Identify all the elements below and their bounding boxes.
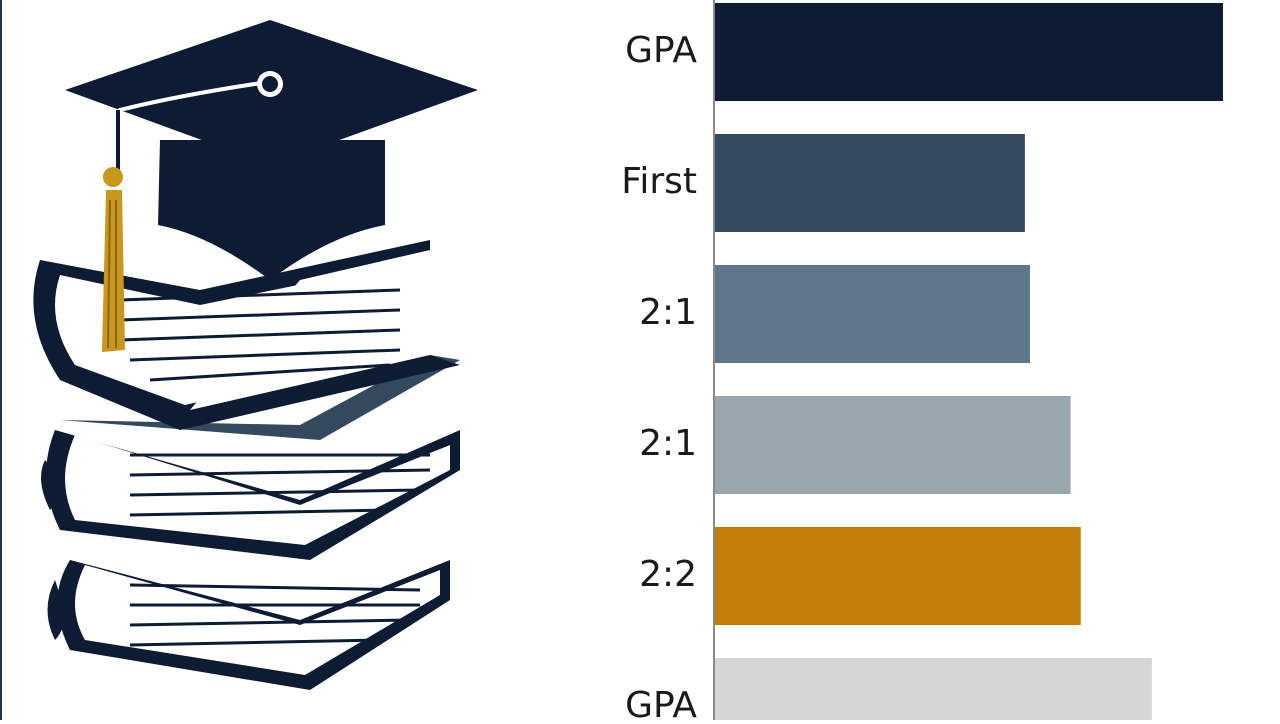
category-label: First xyxy=(621,161,697,202)
category-label: GPA xyxy=(625,30,697,71)
bar xyxy=(715,396,1071,494)
bar xyxy=(715,134,1025,232)
bar xyxy=(715,527,1081,625)
bar xyxy=(715,658,1152,724)
bar xyxy=(715,3,1223,101)
category-label: 2:1 xyxy=(639,423,697,464)
category-label: 2:1 xyxy=(639,292,697,333)
category-label: GPA xyxy=(625,685,697,720)
illustration xyxy=(33,20,478,690)
bar xyxy=(715,265,1030,363)
left-border xyxy=(0,0,2,720)
category-label: 2:2 xyxy=(639,554,697,595)
